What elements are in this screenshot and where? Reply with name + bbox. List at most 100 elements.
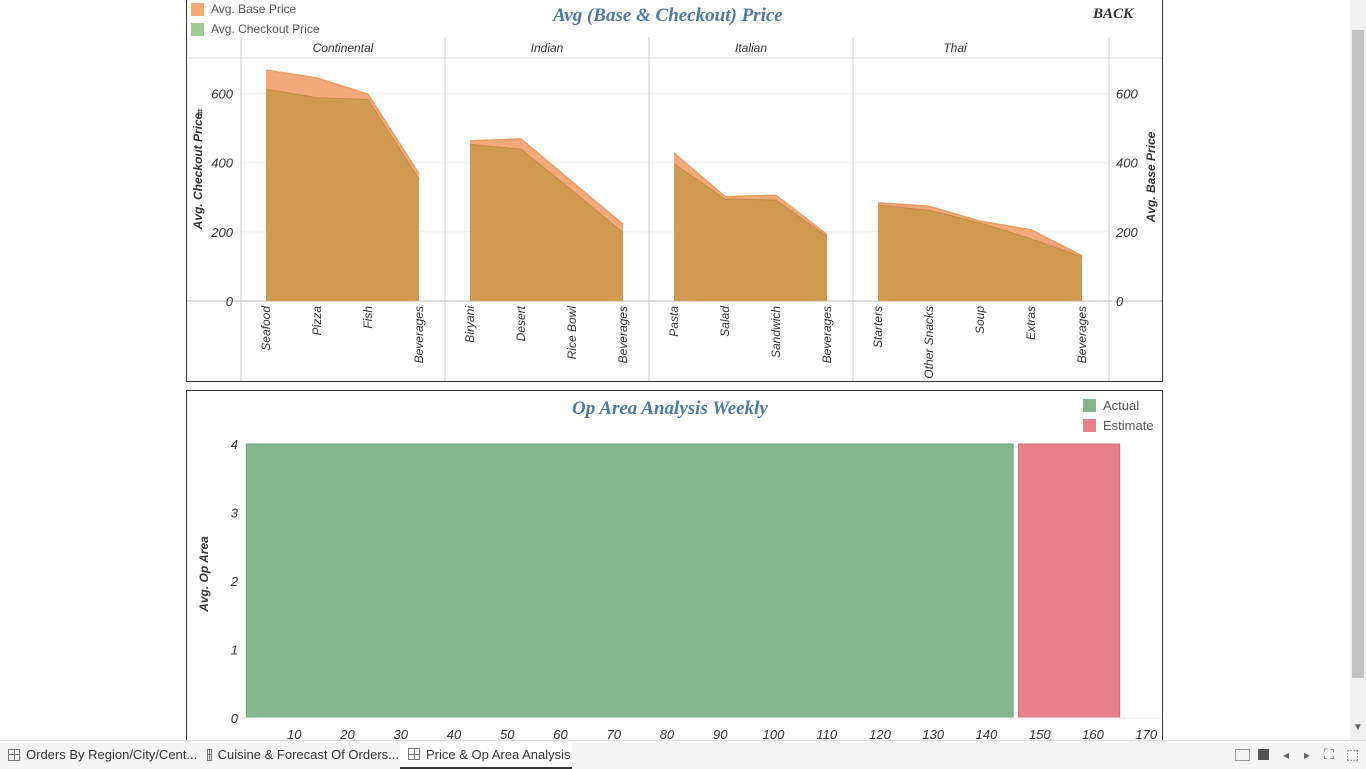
stop-icon[interactable]	[1258, 749, 1269, 760]
y-axis-title-right: Avg. Base Price	[1144, 131, 1158, 223]
presentation-icon[interactable]: ⬚	[1346, 746, 1360, 762]
price-chart-plot: 0 0 200 200 400 400 600 600 Avg. Checkout Price A…	[187, 37, 1162, 381]
checkout-price-area-italian	[674, 163, 827, 301]
prev-icon[interactable]: ◂	[1283, 748, 1290, 762]
x-tick: 60	[553, 727, 568, 742]
y-tick-left: 200	[210, 225, 233, 240]
tab-label: Cuisine & Forecast Of Orders...	[217, 747, 399, 762]
legend-label-actual: Actual	[1103, 398, 1140, 413]
legend-item-checkout-price[interactable]: Avg. Checkout Price	[191, 22, 320, 36]
checkout-price-line-indian	[469, 143, 624, 233]
y-tick: 1	[231, 643, 238, 658]
y-tick-right: 600	[1116, 87, 1138, 102]
y-tick: 2	[230, 574, 239, 589]
x-tick: 10	[287, 727, 302, 742]
pane-header-indian: Indian	[531, 41, 564, 55]
x-tick-label: Pasta	[667, 306, 681, 337]
tab-cuisine-forecast[interactable]: Cuisine & Forecast Of Orders...	[199, 741, 399, 768]
x-tick-label: Beverages	[412, 306, 426, 363]
legend-label-estimate: Estimate	[1103, 418, 1154, 433]
back-button[interactable]: BACK	[1093, 6, 1134, 22]
price-chart-panel: Avg. Base Price Avg. Checkout Price Avg …	[186, 0, 1163, 382]
sheet-grid-icon	[207, 748, 212, 761]
y-axis-title-left: Avg. Checkout Price	[191, 112, 205, 230]
x-tick: 150	[1029, 727, 1051, 742]
y-tick-right: 0	[1116, 294, 1124, 309]
legend-item-base-price[interactable]: Avg. Base Price	[191, 2, 296, 16]
vertical-scrollbar[interactable]: ▼	[1350, 0, 1366, 740]
y-tick-left: 400	[211, 156, 233, 171]
base-price-line-continental	[265, 69, 420, 175]
x-tick: 100	[763, 727, 785, 742]
pane-header-thai: Thai	[943, 41, 967, 55]
scrollbar-thumb[interactable]	[1352, 30, 1364, 678]
x-tick: 120	[869, 727, 891, 742]
fullscreen-icon[interactable]: ⛶	[1324, 746, 1334, 762]
x-tick-label: Beverages	[820, 306, 834, 363]
base-price-line-italian	[673, 152, 828, 236]
x-tick-label: Extras	[1024, 306, 1038, 340]
y-tick: 3	[231, 506, 239, 521]
legend-label-checkout-price: Avg. Checkout Price	[211, 22, 320, 36]
y-tick-left: 0	[226, 294, 234, 309]
tab-orders-by-region[interactable]: Orders By Region/City/Cent...	[0, 741, 198, 768]
legend-swatch-estimate	[1083, 419, 1096, 432]
checkout-price-line-thai	[877, 204, 1083, 258]
legend-label-base-price: Avg. Base Price	[211, 2, 297, 16]
area-estimate	[1017, 443, 1121, 719]
base-price-line-thai	[877, 202, 1083, 257]
x-tick: 80	[660, 727, 675, 742]
x-tick-label: Sandwich	[769, 306, 783, 358]
checkout-price-area-continental	[266, 89, 419, 301]
x-tick: 140	[976, 727, 998, 742]
sheet-tab-bar: Orders By Region/City/Cent... Cuisine & …	[0, 740, 1366, 769]
x-tick: 30	[394, 727, 409, 742]
next-icon[interactable]: ▸	[1304, 748, 1311, 762]
x-tick: 40	[447, 727, 462, 742]
scroll-down-arrow-icon[interactable]: ▼	[1353, 722, 1363, 733]
x-tick: 70	[607, 727, 622, 742]
y-tick: 4	[231, 437, 238, 452]
x-tick-label: Other Snacks	[922, 306, 936, 379]
y-tick-right: 200	[1115, 225, 1138, 240]
x-tick-label: Salad	[718, 306, 732, 337]
x-tick: 90	[713, 727, 728, 742]
x-tick-label: Starters	[871, 306, 885, 348]
price-chart-title: Avg (Base & Checkout) Price	[553, 5, 783, 26]
tab-label: Price & Op Area Analysis	[426, 746, 571, 762]
sheet-grid-icon	[408, 748, 420, 760]
legend-item-actual[interactable]: Actual	[1083, 398, 1139, 413]
y-axis-title: Avg. Op Area	[197, 536, 211, 613]
x-tick-label: Beverages	[616, 306, 630, 363]
pane-header-italian: Italian	[735, 41, 767, 55]
x-tick-label: Seafood	[259, 306, 273, 351]
checkout-price-line-continental	[265, 88, 420, 180]
sort-indicator-icon: ⩩	[197, 107, 203, 119]
x-tick-label: Fish	[361, 306, 375, 329]
x-tick: 130	[922, 727, 944, 742]
x-tick-label: Desert	[514, 305, 528, 341]
legend-swatch-checkout-price	[191, 22, 204, 36]
base-price-line-indian	[469, 138, 624, 225]
tab-label: Orders By Region/City/Cent...	[26, 747, 198, 762]
op-area-chart-title: Op Area Analysis Weekly	[572, 398, 768, 419]
legend-swatch-actual	[1083, 399, 1096, 412]
x-tick-label: Beverages	[1075, 306, 1089, 363]
y-tick: 0	[231, 711, 239, 726]
sheet-grid-icon	[8, 748, 20, 761]
grid-view-icon[interactable]	[1235, 749, 1250, 761]
x-tick-label: Biryani	[463, 306, 477, 343]
x-tick-label: Rice Bowl	[565, 306, 579, 360]
tab-price-op-area[interactable]: Price & Op Area Analysis	[400, 741, 572, 769]
x-tick: 160	[1082, 727, 1104, 742]
pane-header-continental: Continental	[313, 41, 374, 55]
x-tick-label: Soup	[973, 306, 987, 334]
x-tick: 170	[1135, 727, 1157, 742]
y-tick-left: 600	[211, 87, 233, 102]
x-tick: 50	[500, 727, 515, 742]
area-actual	[245, 443, 1014, 719]
legend-swatch-base-price	[191, 2, 204, 16]
x-tick: 20	[339, 727, 355, 742]
checkout-price-area-thai	[878, 204, 1082, 301]
legend-item-estimate[interactable]: Estimate	[1083, 418, 1154, 433]
